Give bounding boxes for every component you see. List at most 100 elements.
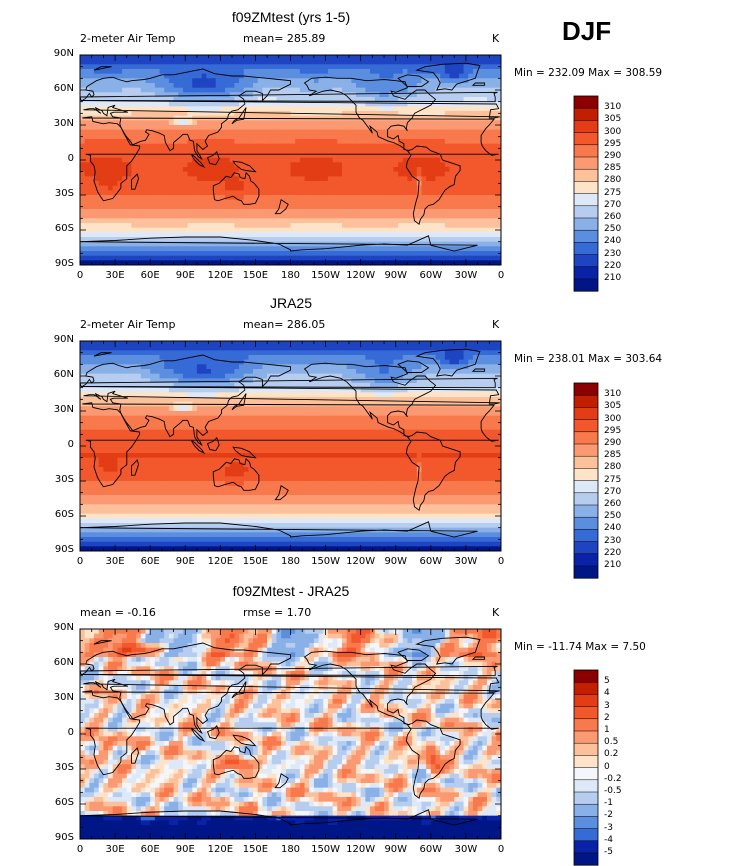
panel-center-label: mean= 285.89 (243, 32, 326, 45)
coastline-baffin (397, 74, 430, 87)
coastlines (0, 636, 500, 826)
lon-tick-label: 60W (419, 556, 443, 567)
lat-tick-label: 0 (67, 727, 74, 738)
colorbar-box (574, 169, 598, 182)
coastline-iceland (471, 82, 486, 86)
lat-tick-label: 30S (54, 474, 74, 485)
colorbar-level-label: 305 (604, 114, 622, 125)
panel-left-label: 2-meter Air Temp (80, 32, 176, 45)
lat-tick-label: 0 (67, 439, 74, 450)
coastline-africa (82, 402, 499, 488)
lon-tick-label: 90E (175, 844, 195, 855)
colorbar-level-label: 230 (604, 535, 622, 546)
coastline-madagascar (131, 459, 139, 476)
colorbar-box (574, 706, 598, 720)
colorbar-level-label: 270 (604, 199, 622, 210)
colorbar-box (574, 553, 598, 567)
coastline-antarctica (0, 810, 57, 825)
colorbar-1 (573, 95, 599, 292)
colorbar-level-label: 275 (604, 187, 622, 198)
coastline-australia (212, 745, 260, 779)
lon-tick-label: 150W (311, 844, 341, 855)
colorbar-2 (573, 382, 599, 579)
colorbar-box (574, 468, 598, 481)
colorbar-box (574, 694, 598, 707)
coastline-svalbard (93, 640, 112, 645)
panel-left-label: 2-meter Air Temp (80, 318, 176, 331)
lon-tick-label: 150W (311, 556, 341, 567)
coastline-new-zealand (274, 484, 289, 501)
colorbar-box (574, 541, 598, 555)
colorbar-box (574, 120, 598, 133)
colorbar-level-label: 300 (604, 413, 622, 424)
coastline-south-america (0, 146, 39, 224)
colorbar-level-label: 260 (604, 212, 622, 222)
lat-tick-label: 90N (53, 622, 74, 633)
colorbar-level-label: 0 (604, 761, 610, 772)
coastline-sumatra (190, 727, 206, 743)
lat-tick-label: 60N (53, 83, 74, 94)
coastline-japan (231, 393, 247, 411)
lat-tick-label: 60S (54, 509, 74, 520)
colorbar-box (574, 157, 598, 170)
colorbar-box (574, 395, 598, 408)
colorbar-level-label: 310 (604, 389, 622, 400)
lon-tick-label: 180 (280, 844, 301, 855)
min-max-stats: Min = 232.09 Max = 308.59 (514, 67, 663, 79)
coastline-south-america (0, 720, 39, 798)
lat-tick-label: 60N (53, 657, 74, 668)
colorbar-level-label: 240 (604, 236, 622, 247)
colorbar-level-label: 4 (604, 688, 610, 699)
colorbar-box (574, 804, 598, 817)
colorbar-box (574, 755, 598, 768)
coastline-uk (80, 665, 498, 677)
colorbar-3 (573, 669, 599, 866)
map-panel-3 (0, 628, 599, 866)
lon-tick-label: 0 (76, 556, 84, 567)
lat-tick-label: 30S (54, 188, 74, 199)
lon-tick-label: 150E (242, 556, 269, 567)
colorbar-level-label: -5 (604, 847, 613, 857)
coastline-baffin (0, 649, 8, 661)
map-panel-1 (0, 54, 599, 292)
coastline-svalbard (93, 352, 112, 357)
colorbar-box (574, 266, 598, 280)
coastline-eurasia (80, 68, 500, 161)
lon-tick-label: 150W (311, 270, 341, 281)
lon-tick-label: 60E (140, 270, 160, 281)
colorbar-box (574, 718, 598, 732)
lat-tick-label: 90N (53, 334, 74, 345)
coastline-new-zealand (274, 772, 289, 789)
colorbar-box (574, 492, 598, 506)
colorbar-box (574, 444, 598, 457)
colorbar-box (574, 456, 598, 469)
coastline-north-america (0, 363, 15, 437)
coastline-eurasia (80, 642, 500, 735)
colorbar-level-label: 250 (604, 224, 622, 235)
filled-contours (80, 341, 501, 551)
lon-tick-label: 60E (140, 844, 160, 855)
coastline-antarctica (0, 522, 57, 537)
colorbar-box (574, 853, 598, 866)
axis-ticks (79, 628, 502, 840)
colorbar-level-label: 220 (604, 547, 622, 558)
coastline-iceland (471, 656, 486, 660)
coastline-antarctica (0, 236, 57, 251)
coastline-eurasia (80, 354, 500, 447)
coastline-madagascar (131, 173, 139, 190)
lat-tick-label: 60S (54, 797, 74, 808)
colorbar-level-label: 210 (604, 273, 622, 283)
lon-tick-label: 90W (384, 844, 408, 855)
colorbar-box (574, 505, 598, 518)
colorbar-box (574, 419, 598, 433)
coastline-new-guinea (232, 734, 257, 747)
colorbar-box (574, 792, 598, 805)
colorbar-box (574, 682, 598, 695)
panel-title: f09ZMtest - JRA25 (232, 583, 350, 599)
colorbar-level-label: 0.2 (604, 749, 619, 760)
lat-tick-label: 60S (54, 223, 74, 234)
colorbar-level-label: 240 (604, 523, 622, 534)
coastline-baffin (397, 360, 430, 373)
colorbar-box (574, 480, 598, 494)
lon-tick-label: 0 (76, 844, 84, 855)
